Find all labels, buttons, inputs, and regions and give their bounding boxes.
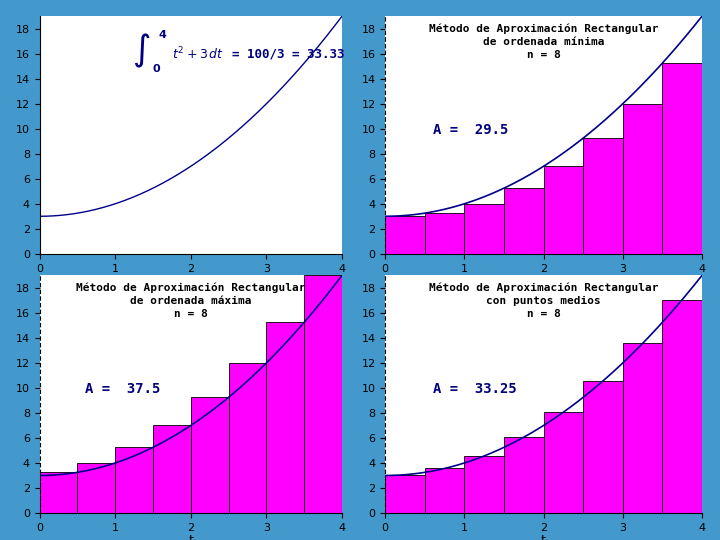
Text: Método de Aproximación Rectangular
de ordenada mínima
n = 8: Método de Aproximación Rectangular de or… — [429, 23, 658, 60]
Bar — [385, 217, 425, 254]
Bar — [229, 363, 266, 513]
X-axis label: t: t — [541, 275, 546, 288]
Bar — [623, 343, 662, 513]
Bar — [623, 104, 662, 254]
Bar — [115, 447, 153, 513]
Bar — [504, 188, 544, 254]
Text: Método de Aproximación Rectangular
con puntos medios
n = 8: Método de Aproximación Rectangular con p… — [429, 282, 658, 320]
Text: $t^2 + 3\,dt$: $t^2 + 3\,dt$ — [172, 45, 224, 62]
X-axis label: t: t — [541, 534, 546, 540]
Bar — [153, 426, 191, 513]
Bar — [544, 166, 583, 254]
Text: A =  33.25: A = 33.25 — [433, 382, 516, 396]
Bar — [385, 475, 425, 513]
Bar — [544, 412, 583, 513]
Bar — [266, 322, 304, 513]
Text: $\int$: $\int$ — [132, 32, 151, 70]
Bar — [662, 63, 702, 254]
Bar — [425, 468, 464, 513]
X-axis label: t: t — [189, 534, 193, 540]
Text: 0: 0 — [153, 64, 161, 74]
Bar — [583, 138, 623, 254]
Text: 4: 4 — [158, 30, 166, 40]
Bar — [425, 213, 464, 254]
Bar — [78, 463, 115, 513]
Bar — [464, 204, 504, 254]
Bar — [662, 300, 702, 513]
Bar — [191, 397, 228, 513]
Bar — [304, 275, 342, 513]
X-axis label: t: t — [189, 275, 193, 288]
Text: = 100/3 = 33.33: = 100/3 = 33.33 — [233, 47, 345, 60]
Text: A =  37.5: A = 37.5 — [85, 382, 161, 396]
Bar — [583, 381, 623, 513]
Bar — [464, 456, 504, 513]
Text: A =  29.5: A = 29.5 — [433, 123, 508, 137]
Bar — [504, 437, 544, 513]
Text: Método de Aproximación Rectangular
de ordenada máxima
n = 8: Método de Aproximación Rectangular de or… — [76, 282, 305, 320]
Bar — [40, 472, 78, 513]
